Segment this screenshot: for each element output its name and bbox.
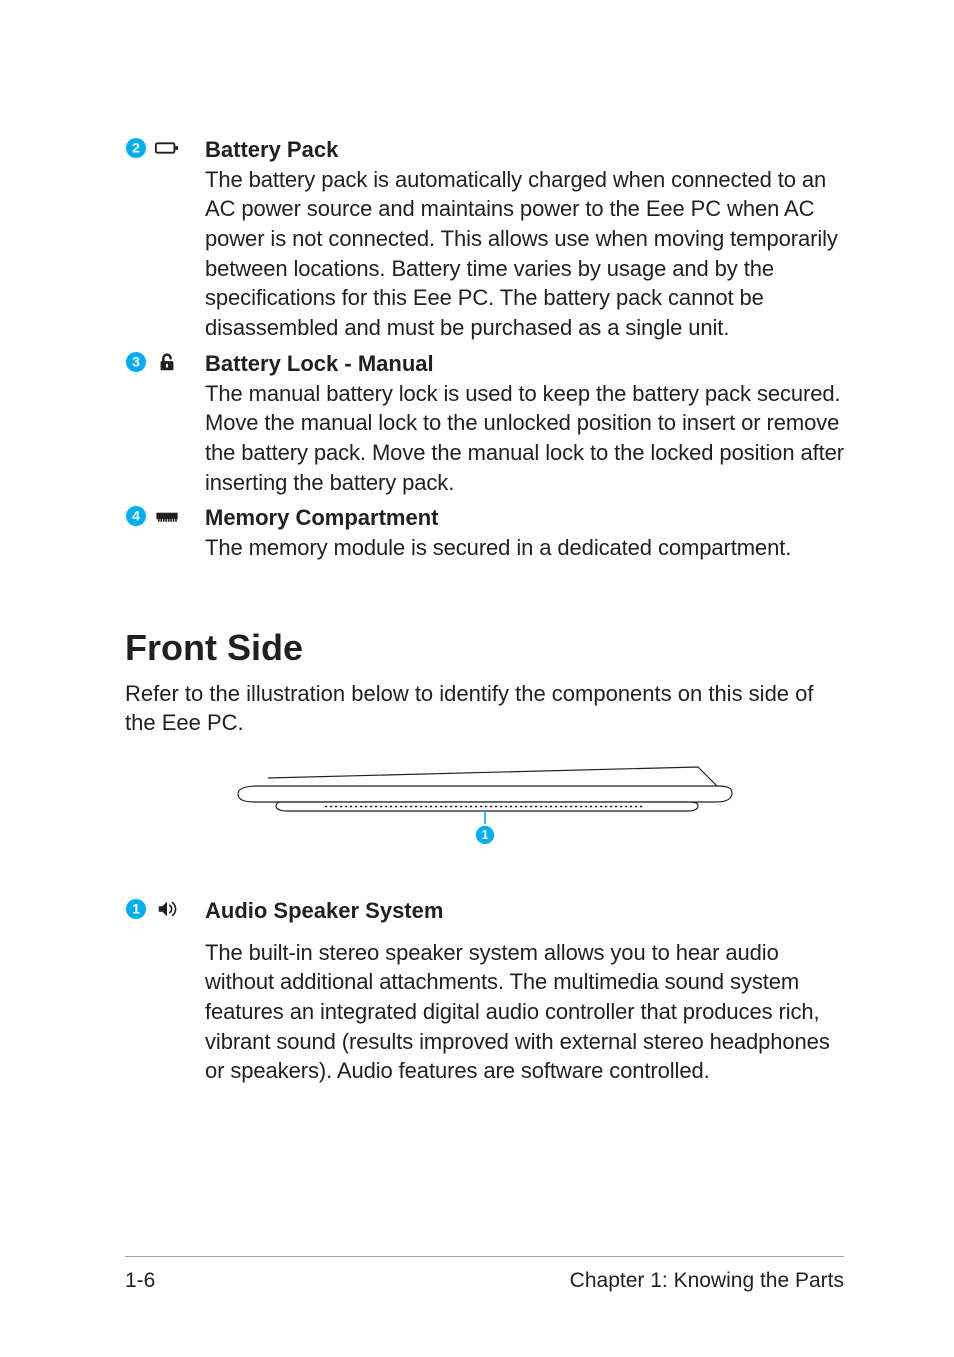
page: 2 Battery Pack The battery pack is autom…: [0, 0, 954, 1357]
item-text: The built-in stereo speaker system allow…: [205, 938, 844, 1086]
page-number: 1-6: [125, 1269, 155, 1293]
svg-text:1: 1: [481, 827, 488, 842]
item-body: Battery Pack The battery pack is automat…: [205, 135, 844, 343]
front-side-diagram: [230, 764, 740, 824]
item-text: The memory module is secured in a dedica…: [205, 533, 844, 563]
item-title: Battery Pack: [205, 135, 844, 165]
page-footer: 1-6 Chapter 1: Knowing the Parts: [0, 1256, 954, 1293]
item-title: Memory Compartment: [205, 503, 844, 533]
chapter-title: Chapter 1: Knowing the Parts: [570, 1269, 844, 1293]
item-title: Audio Speaker System: [205, 896, 844, 926]
front-side-figure: 1: [125, 764, 844, 850]
callout-1: 1: [230, 825, 740, 850]
svg-text:1: 1: [132, 901, 140, 917]
num-1-icon: 1: [125, 898, 147, 920]
item-gutter: 4: [125, 503, 205, 562]
lock-icon: [154, 351, 180, 373]
item-body: Audio Speaker System The built-in stereo…: [205, 896, 844, 1086]
item-gutter: 2: [125, 135, 205, 343]
svg-text:2: 2: [132, 140, 140, 156]
svg-text:4: 4: [132, 508, 140, 524]
num-4-icon: 4: [125, 505, 147, 527]
item-memory-compartment: 4 Memory Compartment The memory module i…: [125, 503, 844, 562]
speaker-icon: [154, 898, 180, 920]
item-text: The manual battery lock is used to keep …: [205, 379, 844, 498]
item-body: Battery Lock - Manual The manual battery…: [205, 349, 844, 497]
num-3-icon: 3: [125, 351, 147, 373]
memory-icon: [154, 505, 180, 527]
item-body: Memory Compartment The memory module is …: [205, 503, 844, 562]
item-audio-speaker: 1 Audio Speaker System The built-in ster…: [125, 896, 844, 1086]
svg-text:3: 3: [132, 353, 140, 369]
num-2-icon: 2: [125, 137, 147, 159]
battery-icon: [154, 137, 180, 159]
item-battery-lock: 3 Battery Lock - Manual The manual batte…: [125, 349, 844, 497]
item-gutter: 3: [125, 349, 205, 497]
item-text: The battery pack is automatically charge…: [205, 165, 844, 343]
section-intro: Refer to the illustration below to ident…: [125, 679, 844, 738]
item-battery-pack: 2 Battery Pack The battery pack is autom…: [125, 135, 844, 343]
section-heading-front-side: Front Side: [125, 627, 844, 669]
item-gutter: 1: [125, 896, 205, 1086]
item-title: Battery Lock - Manual: [205, 349, 844, 379]
